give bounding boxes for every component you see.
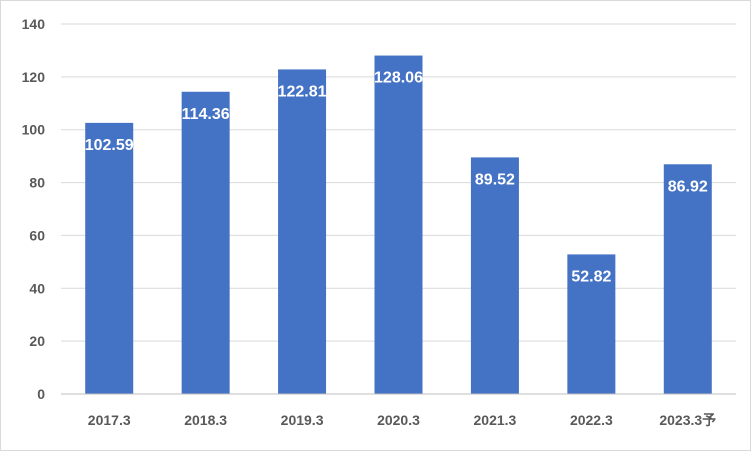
y-tick-label: 140	[22, 16, 46, 32]
bars: 102.59 114.36 122.81 128.06 89.52 52.82 86.92	[85, 55, 712, 395]
x-tick-label: 2018.3	[184, 412, 227, 428]
data-label: 89.52	[475, 171, 515, 188]
data-label: 102.59	[85, 137, 134, 154]
y-tick-label: 40	[29, 280, 45, 296]
x-tick-label: 2019.3	[281, 412, 324, 428]
x-tick-label: 2022.3	[570, 412, 613, 428]
y-tick-label: 0	[37, 386, 45, 402]
y-axis-ticks: 0 20 40 60 80 100 120 140	[22, 16, 46, 402]
bar	[278, 69, 327, 394]
data-label: 52.82	[571, 268, 611, 285]
bar	[567, 254, 616, 394]
y-tick-label: 100	[22, 122, 46, 138]
y-tick-label: 20	[29, 333, 45, 349]
bar	[663, 164, 712, 394]
x-tick-label: 2017.3	[88, 412, 131, 428]
data-label: 86.92	[668, 178, 708, 195]
x-axis-ticks: 2017.3 2018.3 2019.3 2020.3 2021.3 2022.3 2023…	[88, 412, 716, 428]
bar	[85, 122, 134, 394]
data-label: 114.36	[182, 106, 230, 123]
y-tick-label: 80	[29, 175, 45, 191]
bar	[374, 55, 423, 394]
x-tick-label: 2023.3予	[659, 412, 716, 428]
x-tick-label: 2021.3	[474, 412, 517, 428]
data-label: 128.06	[374, 70, 423, 87]
bar	[470, 157, 519, 394]
y-tick-label: 60	[29, 227, 45, 243]
y-tick-label: 120	[22, 69, 46, 85]
x-tick-label: 2020.3	[377, 412, 420, 428]
bar	[181, 91, 230, 395]
data-label: 122.81	[278, 83, 327, 100]
